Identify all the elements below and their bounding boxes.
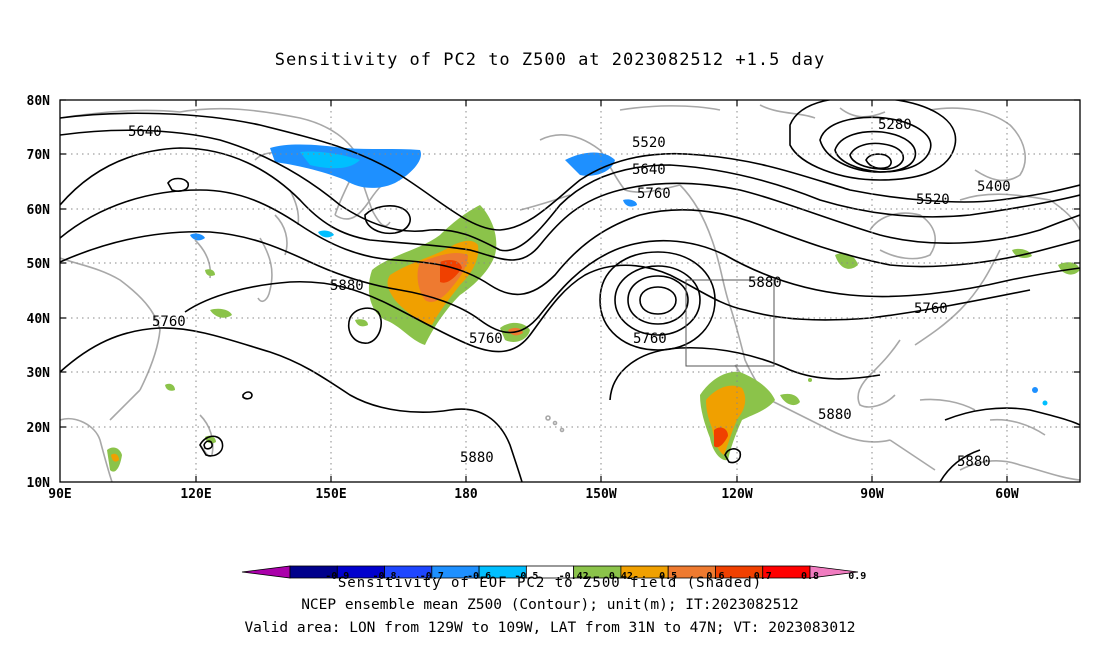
lon-label: 90E <box>48 487 71 502</box>
contour-label: 5640 <box>128 124 162 140</box>
colorbar-label: -0.5 <box>514 571 538 582</box>
caption-shaded: Sensitivity of EOF PC2 to Z500 field (Sh… <box>337 575 763 591</box>
lon-label: 60W <box>995 487 1019 502</box>
contour-label: 5520 <box>632 135 666 151</box>
lon-label: 120W <box>721 487 752 502</box>
colorbar-label: -0.6 <box>467 571 491 582</box>
colorbar-label: 0.7 <box>754 571 772 582</box>
contour-label: 5760 <box>914 301 948 317</box>
map-title: Sensitivity of PC2 to Z500 at 2023082512… <box>274 50 826 70</box>
contour-label: 5880 <box>460 450 494 466</box>
lon-label: 90W <box>860 487 884 502</box>
colorbar-arrow-high <box>809 565 859 579</box>
lon-label: 120E <box>180 487 211 502</box>
lat-label: 50N <box>27 257 51 272</box>
contour-label: 5760 <box>637 186 671 202</box>
graticule <box>60 100 1080 482</box>
lat-label: 30N <box>27 366 51 381</box>
lat-label: 80N <box>27 94 51 109</box>
colorbar-label: -0.8 <box>372 571 396 582</box>
colorbar-label: 0.5 <box>659 571 677 582</box>
colorbar-label: 0.8 <box>801 571 819 582</box>
contour-label: 5760 <box>152 314 186 330</box>
z500-contours <box>60 100 1080 482</box>
contour-label: 5280 <box>878 117 912 133</box>
caption-contour: NCEP ensemble mean Z500 (Contour); unit(… <box>301 597 799 613</box>
valid-area-box <box>685 279 775 367</box>
contour-label: 5640 <box>632 162 666 178</box>
contour-label: 5520 <box>916 192 950 208</box>
lat-label: 70N <box>27 148 51 163</box>
contour-label: 5760 <box>633 331 667 347</box>
lon-label: 150E <box>315 487 346 502</box>
contour-labels: 5640 5520 5640 5760 5280 5400 5520 5880 … <box>128 117 1011 470</box>
contour-label: 5880 <box>957 454 991 470</box>
lat-label: 40N <box>27 312 51 327</box>
caption-valid-area: Valid area: LON from 129W to 109W, LAT f… <box>244 620 856 636</box>
lon-label: 180 <box>454 487 478 502</box>
contour-label: 5880 <box>818 407 852 423</box>
colorbar-label: 0.6 <box>706 571 724 582</box>
lon-label: 150W <box>585 487 616 502</box>
axis-ticks <box>60 99 1080 482</box>
lat-label: 10N <box>27 476 51 491</box>
colorbar-label: -0.7 <box>420 571 444 582</box>
lon-labels: 90E 120E 150E 180 150W 120W 90W 60W <box>48 487 1019 502</box>
contour-label: 5760 <box>469 331 503 347</box>
lat-label: 20N <box>27 421 51 436</box>
colorbar: -0.9 -0.8 -0.7 -0.6 -0.5 -0.42 0.42 0.5 0.6 0.7 0.… <box>241 565 866 582</box>
colorbar-label: 0.42 <box>609 571 633 582</box>
plot-frame <box>59 99 1081 483</box>
lat-label: 60N <box>27 203 51 218</box>
colorbar-label: -0.9 <box>325 571 349 582</box>
colorbar-label: 0.9 <box>848 571 866 582</box>
colorbar-label: -0.42 <box>559 571 589 582</box>
contour-label: 5880 <box>748 275 782 291</box>
lat-labels: 80N 70N 60N 50N 40N 30N 20N 10N <box>27 94 51 491</box>
contour-label: 5400 <box>977 179 1011 195</box>
contour-label: 5880 <box>330 278 364 294</box>
